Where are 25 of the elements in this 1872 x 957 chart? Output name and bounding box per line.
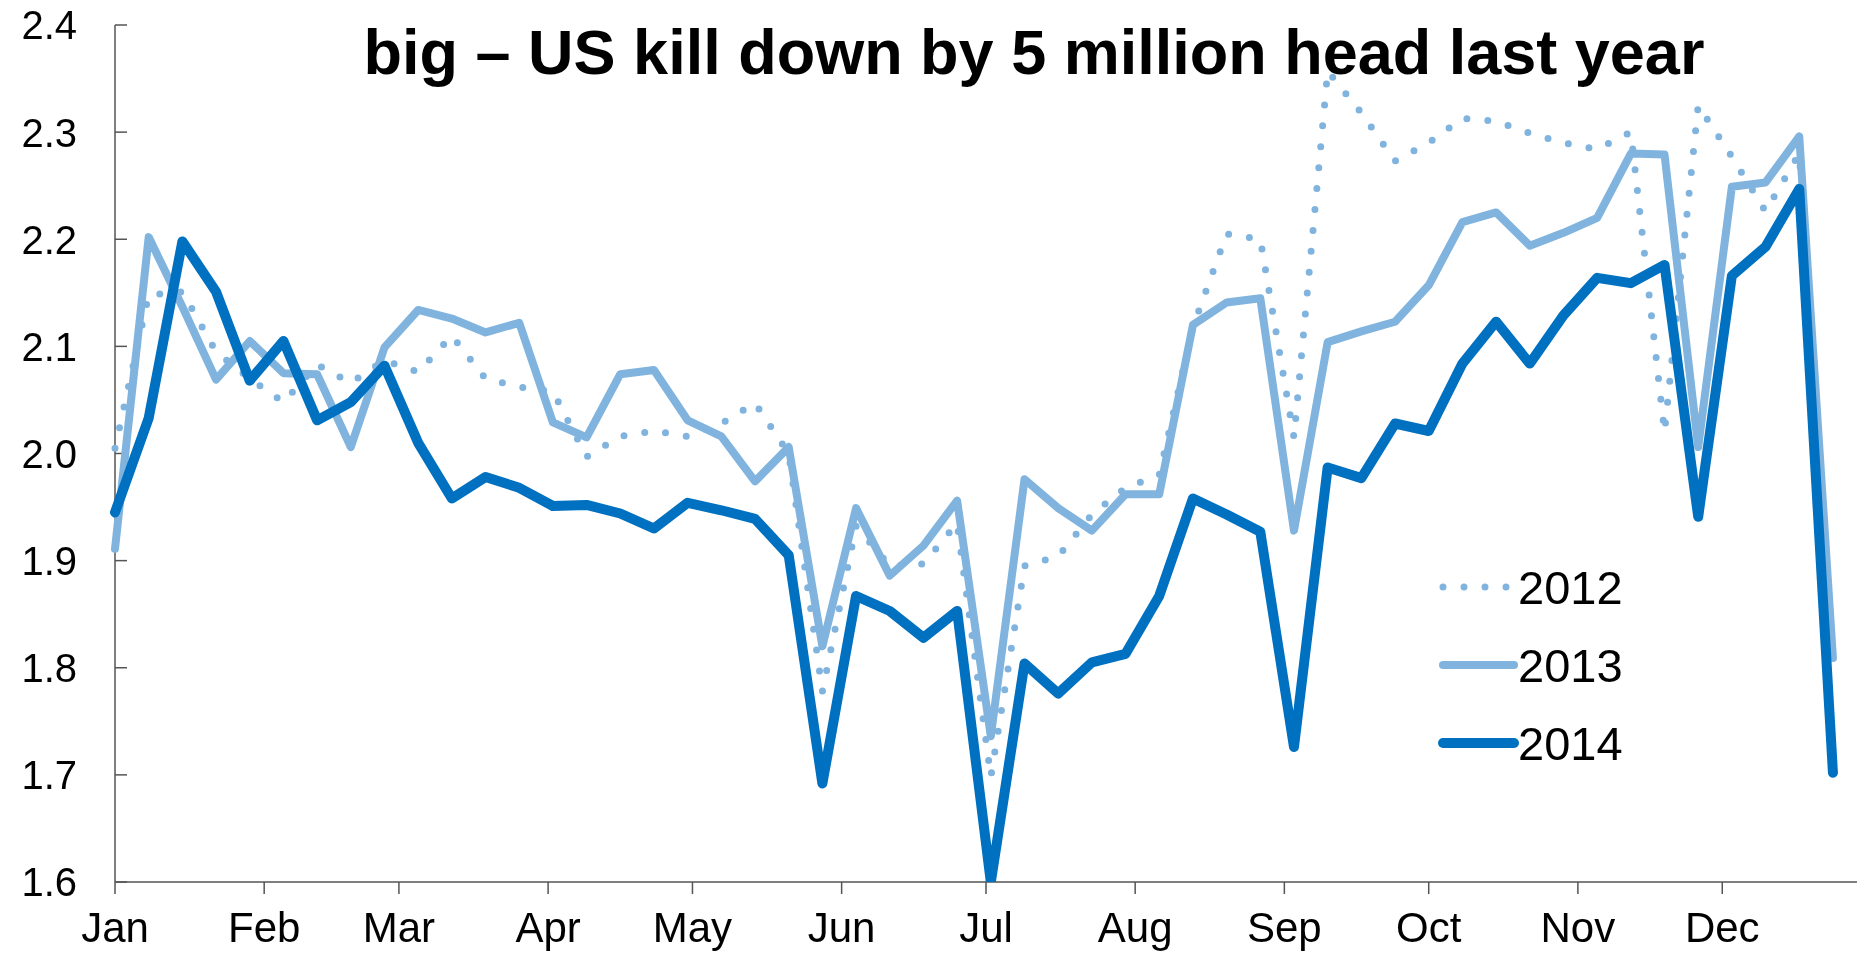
- x-tick-label: Feb: [227, 904, 301, 951]
- y-tick-label: 2.3: [21, 110, 77, 155]
- y-tick-label: 2.0: [21, 431, 77, 476]
- y-tick-label: 2.4: [21, 3, 77, 48]
- x-tick-label: Apr: [515, 904, 581, 951]
- x-tick-label: Sep: [1246, 904, 1322, 951]
- x-tick-label: Jun: [807, 904, 876, 951]
- x-tick-label: Dec: [1684, 904, 1760, 951]
- chart-title: big – US kill down by 5 million head last year: [363, 17, 1705, 87]
- x-tick-label: Jan: [81, 904, 149, 951]
- x-tick-label: Oct: [1396, 904, 1462, 951]
- x-tick-label: Aug: [1097, 904, 1173, 951]
- legend-label: 2012: [1518, 560, 1623, 614]
- x-tick-label: Jul: [959, 904, 1013, 951]
- x-tick-label: Nov: [1540, 904, 1616, 951]
- legend-label: 2013: [1518, 638, 1623, 692]
- y-tick-label: 1.8: [21, 646, 77, 691]
- y-tick-label: 2.1: [21, 324, 77, 369]
- y-tick-label: 1.6: [21, 860, 77, 905]
- y-tick-label: 1.9: [21, 539, 77, 584]
- x-tick-label: Mar: [362, 904, 436, 951]
- y-tick-label: 2.2: [21, 217, 77, 262]
- y-tick-label: 1.7: [21, 753, 77, 798]
- x-tick-label: May: [652, 904, 733, 951]
- legend-label: 2014: [1518, 716, 1623, 770]
